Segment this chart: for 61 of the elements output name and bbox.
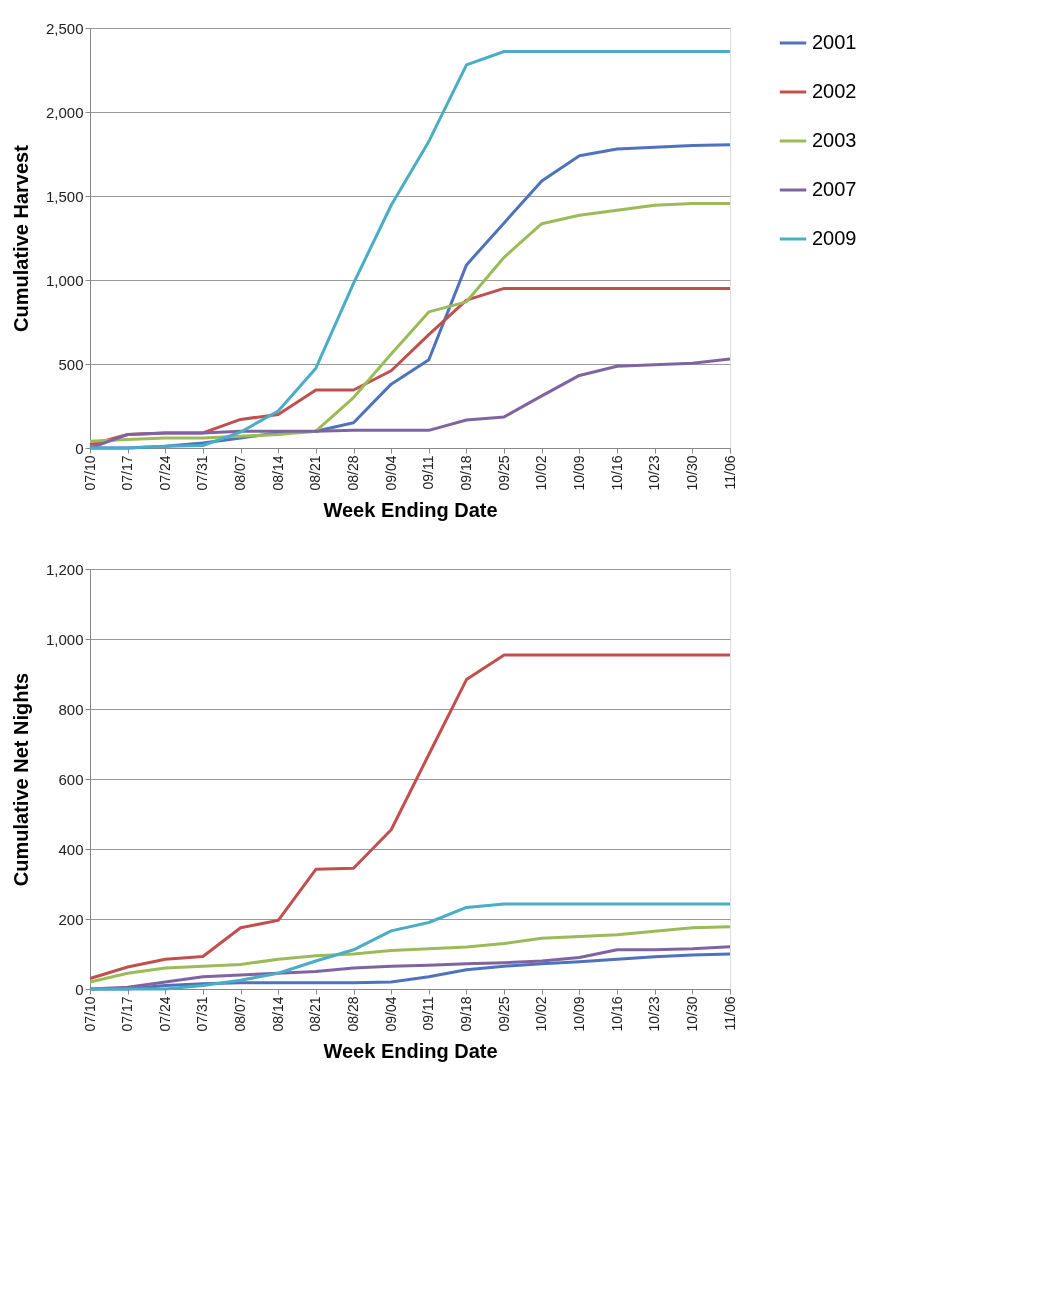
x-tick-label: 10/30 (683, 455, 700, 491)
x-axis-title: Week Ending Date (323, 498, 498, 521)
y-tick-label: 800 (58, 700, 84, 718)
y-tick-label: 500 (58, 355, 84, 373)
x-tick-label: 09/04 (382, 996, 399, 1032)
x-tick-label: 08/14 (269, 996, 286, 1032)
x-tick-label: 10/23 (646, 455, 663, 491)
x-tick-label: 10/30 (683, 996, 700, 1032)
x-tick-label: 09/25 (495, 455, 512, 491)
y-tick-label: 600 (58, 770, 84, 788)
x-tick-label: 09/11 (420, 996, 437, 1031)
y-tick-label: 1,500 (45, 187, 84, 205)
x-tick-label: 07/10 (81, 996, 98, 1032)
x-tick-label: 08/07 (232, 996, 249, 1032)
x-tick-label: 10/16 (608, 996, 625, 1032)
x-tick-label: 07/17 (119, 996, 136, 1032)
x-tick-label: 10/23 (646, 996, 663, 1032)
x-tick-label: 10/02 (533, 996, 550, 1032)
x-tick-label: 08/28 (345, 996, 362, 1032)
x-tick-label: 07/31 (194, 455, 211, 491)
y-tick-label: 200 (58, 910, 84, 928)
legend-label: 2001 (812, 31, 857, 53)
x-tick-label: 07/24 (156, 996, 173, 1032)
y-axis-title: Cumulative Harvest (9, 144, 32, 332)
x-tick-label: 09/11 (420, 455, 437, 490)
y-tick-label: 2,500 (45, 19, 84, 37)
x-tick-label: 11/06 (721, 455, 738, 490)
x-tick-label: 08/28 (345, 455, 362, 491)
y-tick-label: 1,000 (45, 630, 84, 648)
x-tick-label: 07/10 (81, 455, 98, 491)
y-tick-label: 0 (75, 980, 84, 998)
x-axis-title: Week Ending Date (323, 1039, 498, 1062)
x-tick-label: 08/14 (269, 455, 286, 491)
x-tick-label: 10/09 (570, 455, 587, 491)
x-tick-label: 08/21 (307, 455, 324, 491)
x-tick-label: 08/07 (232, 455, 249, 491)
x-tick-label: 07/24 (156, 455, 173, 491)
x-tick-label: 08/21 (307, 996, 324, 1032)
x-tick-label: 07/31 (194, 996, 211, 1032)
line-series (88, 653, 732, 980)
legend-label: 2009 (812, 227, 857, 249)
y-tick-label: 1,200 (45, 560, 84, 578)
x-tick-label: 11/06 (721, 996, 738, 1031)
legend-label: 2007 (812, 178, 857, 200)
x-tick-label: 09/18 (457, 455, 474, 491)
line-series (88, 925, 732, 984)
x-tick-label: 07/17 (119, 455, 136, 491)
x-tick-label: 10/09 (570, 996, 587, 1032)
y-tick-label: 1,000 (45, 271, 84, 289)
legend-label: 2002 (812, 80, 857, 102)
legend-label: 2003 (812, 129, 857, 151)
x-tick-label: 10/16 (608, 455, 625, 491)
y-axis-title: Cumulative Net Nights (9, 672, 32, 887)
x-tick-label: 09/25 (495, 996, 512, 1032)
y-tick-label: 400 (58, 840, 84, 858)
y-tick-label: 2,000 (45, 103, 84, 121)
x-tick-label: 10/02 (533, 455, 550, 491)
line-series (88, 202, 732, 443)
x-tick-label: 09/04 (382, 455, 399, 491)
y-tick-label: 0 (75, 439, 84, 457)
x-tick-label: 09/18 (457, 996, 474, 1032)
